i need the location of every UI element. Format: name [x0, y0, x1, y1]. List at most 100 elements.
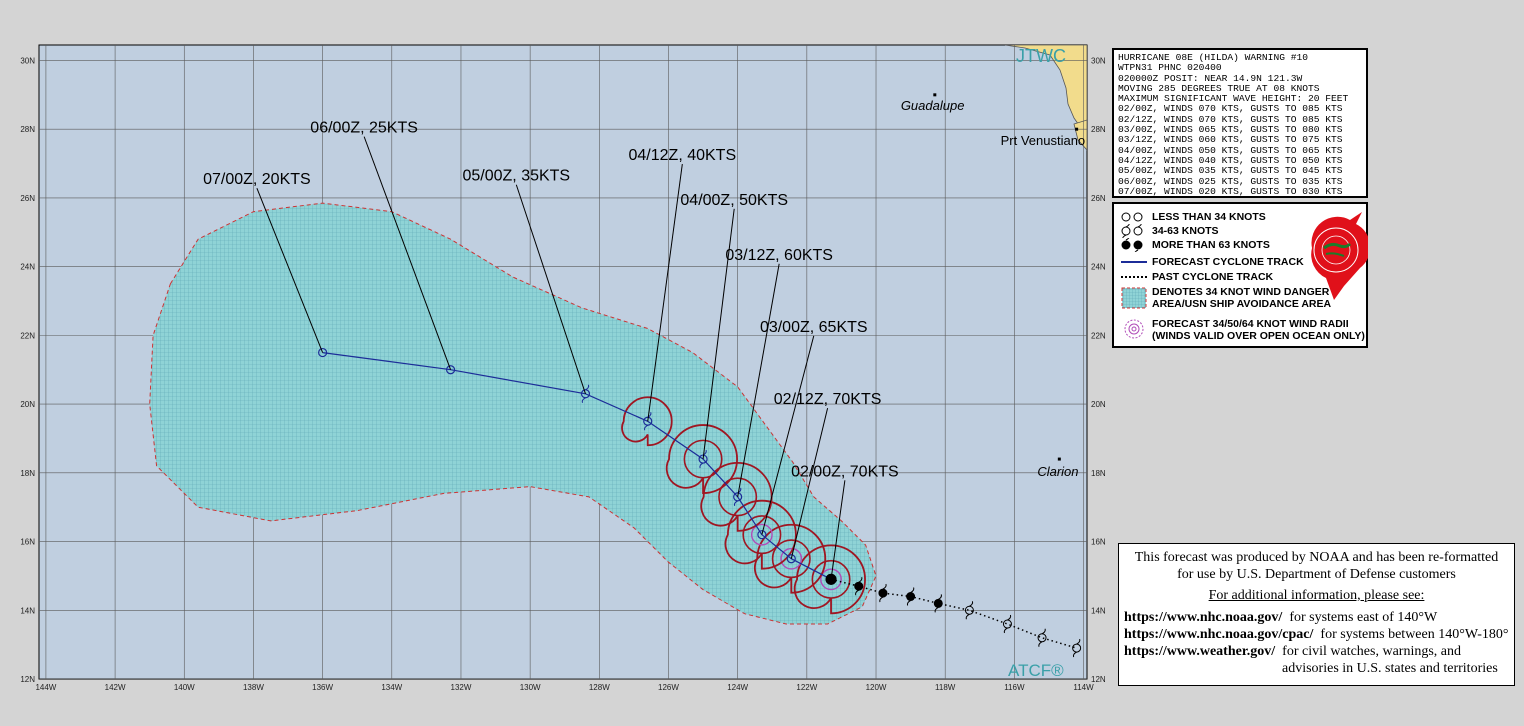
- forecast-position: [757, 530, 767, 540]
- jtwc-logo: JTWC: [1016, 46, 1066, 66]
- lon-tick-label: 138W: [243, 683, 264, 692]
- info-line-3: For additional information, please see:: [1208, 588, 1425, 603]
- lat-tick-label: 14N: [1091, 606, 1106, 615]
- warning-line: MAXIMUM SIGNIFICANT WAVE HEIGHT: 20 FEET: [1118, 93, 1349, 105]
- label-leader-line: [737, 263, 780, 497]
- past-position: [906, 592, 916, 602]
- storm-symbol: [1003, 614, 1012, 634]
- open-circle-icon: [1121, 212, 1143, 222]
- info-link-row: https://www.nhc.noaa.gov/cpac/ for syste…: [1124, 627, 1509, 642]
- warning-line: 03/00Z, WINDS 065 KTS, GUSTS TO 080 KTS: [1118, 124, 1343, 136]
- place-label: Clarion: [1037, 464, 1078, 479]
- forecast-label: 03/12Z, 60KTS: [725, 247, 833, 264]
- forecast-label: 05/00Z, 35KTS: [462, 168, 570, 185]
- lon-tick-label: 122W: [796, 683, 817, 692]
- lon-tick-label: 120W: [866, 683, 887, 692]
- info-line-last: advisories in U.S. states and territorie…: [1282, 661, 1498, 676]
- lon-tick-label: 116W: [1004, 683, 1025, 692]
- place-marker: [1057, 457, 1061, 461]
- warning-line: 02/00Z, WINDS 070 KTS, GUSTS TO 085 KTS: [1118, 103, 1343, 115]
- storm-symbol: [855, 577, 863, 596]
- warning-line: WTPN31 PHNC 020400: [1118, 62, 1222, 74]
- label-leader-line: [761, 335, 815, 535]
- wind-radii-50kt: [811, 559, 851, 599]
- lon-tick-label: 142W: [105, 683, 126, 692]
- wind-radii-50kt: [771, 539, 811, 579]
- forecast-label: 06/00Z, 25KTS: [310, 120, 418, 137]
- lat-tick-label: 28N: [1091, 125, 1106, 134]
- legend-wind-radii: FORECAST 34/50/64 KNOT WIND RADII (WINDS …: [1120, 318, 1365, 342]
- hatched-area-icon: [1121, 287, 1147, 309]
- lon-tick-label: 132W: [451, 683, 472, 692]
- legend-34-63: 34-63 KNOTS: [1120, 224, 1219, 238]
- nhc-link[interactable]: https://www.nhc.noaa.gov/: [1124, 610, 1283, 625]
- forecast-position: [445, 365, 456, 375]
- wind-radii-64kt: [780, 547, 803, 570]
- storm-symbol: [581, 384, 590, 403]
- lon-tick-label: 130W: [520, 683, 541, 692]
- lon-tick-label: 114W: [1073, 683, 1094, 692]
- wind-radii-34kt: [700, 461, 773, 532]
- lat-tick-label: 16N: [1091, 538, 1106, 547]
- label-leader-line: [790, 407, 829, 559]
- forecast-label: 03/00Z, 65KTS: [760, 319, 868, 336]
- wind-danger-area: [149, 202, 877, 625]
- wind-radii-50kt: [683, 439, 723, 479]
- lon-tick-label: 124W: [727, 683, 748, 692]
- lat-tick-label: 20N: [20, 400, 35, 409]
- lon-tick-label: 126W: [658, 683, 679, 692]
- lon-tick-label: 118W: [935, 683, 956, 692]
- place-label: Guadalupe: [901, 98, 965, 113]
- place-label: Prt Venustiano: [1001, 133, 1086, 148]
- wind-radii-50kt: [742, 515, 782, 555]
- legend-forecast-track: FORECAST CYCLONE TRACK: [1120, 255, 1304, 269]
- lat-tick-label: 30N: [20, 56, 35, 65]
- noaa-info-box: This forecast was produced by NOAA and h…: [1118, 543, 1515, 686]
- info-link-row: https://www.nhc.noaa.gov/ for systems ea…: [1124, 610, 1438, 625]
- wind-radii-icon: [1124, 319, 1144, 339]
- jtwc-seal-icon: [1311, 212, 1368, 300]
- lat-tick-label: 24N: [1091, 263, 1106, 272]
- storm-symbol: [879, 583, 887, 603]
- lat-tick-label: 30N: [1091, 56, 1106, 65]
- lat-tick-label: 26N: [1091, 194, 1106, 203]
- lon-tick-label: 136W: [312, 683, 333, 692]
- lat-tick-label: 20N: [1091, 400, 1106, 409]
- legend-more63: MORE THAN 63 KNOTS: [1120, 238, 1270, 252]
- label-leader-line: [830, 480, 846, 580]
- lon-tick-label: 144W: [35, 683, 56, 692]
- lat-tick-label: 14N: [20, 606, 35, 615]
- atcf-logo: ATCF®: [1008, 661, 1064, 680]
- past-position: [933, 598, 943, 608]
- storm-symbol: [906, 587, 915, 606]
- warning-line: HURRICANE 08E (HILDA) WARNING #10: [1118, 52, 1308, 63]
- lat-tick-label: 22N: [1091, 331, 1106, 340]
- forecast-label: 07/00Z, 20KTS: [203, 171, 311, 188]
- past-position: [878, 588, 888, 598]
- past-position: [854, 581, 864, 591]
- lat-tick-label: 22N: [20, 331, 35, 340]
- cpac-link[interactable]: https://www.nhc.noaa.gov/cpac/: [1124, 627, 1314, 642]
- legend-danger-area: DENOTES 34 KNOT WIND DANGER AREA/USN SHIP…: [1120, 286, 1331, 310]
- label-leader-line: [647, 164, 683, 422]
- warning-line: 07/00Z, WINDS 020 KTS, GUSTS TO 030 KTS: [1118, 185, 1343, 197]
- lon-tick-label: 128W: [589, 683, 610, 692]
- forecast-label: 02/00Z, 70KTS: [791, 463, 899, 480]
- forecast-position: [318, 347, 328, 358]
- label-leader-line: [363, 136, 452, 370]
- forecast-position: [786, 554, 796, 564]
- wind-radii-50kt: [718, 477, 758, 517]
- legend-past-track: PAST CYCLONE TRACK: [1120, 270, 1273, 284]
- forecast-track-line: [322, 352, 832, 580]
- tropical-storm-icon: [1121, 224, 1143, 238]
- lat-tick-label: 26N: [20, 194, 35, 203]
- wind-radii-64kt: [750, 523, 773, 546]
- lon-tick-label: 140W: [174, 683, 195, 692]
- weather-gov-link[interactable]: https://www.weather.gov/: [1124, 644, 1276, 659]
- warning-line: 05/00Z, WINDS 035 KTS, GUSTS TO 045 KTS: [1118, 165, 1343, 177]
- baja-land: [1004, 45, 1087, 136]
- wind-radii-64kt: [820, 568, 842, 591]
- warning-line: 020000Z POSIT: NEAR 14.9N 121.3W: [1118, 72, 1303, 84]
- forecast-label: 04/12Z, 40KTS: [629, 147, 737, 164]
